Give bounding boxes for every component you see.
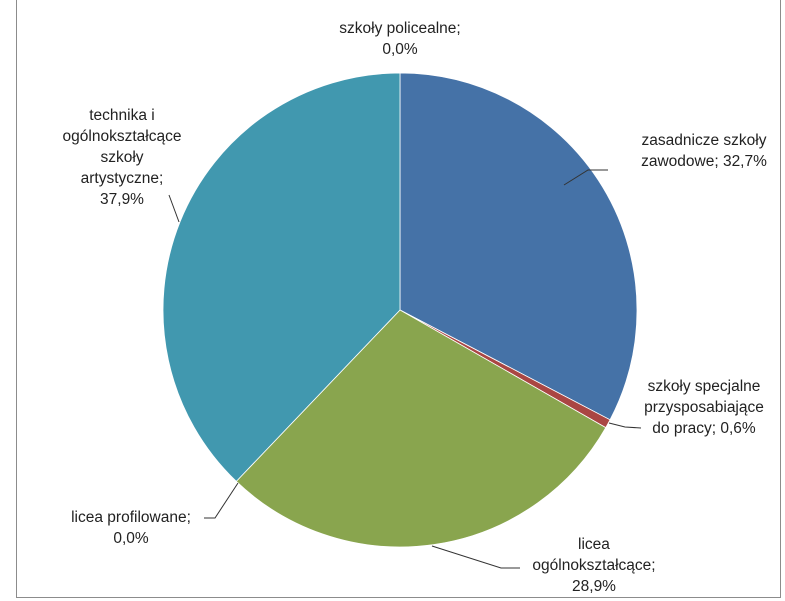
data-label-line: zasadnicze szkoły bbox=[642, 132, 767, 149]
data-label-line: technika i bbox=[89, 107, 154, 124]
data-label-line: ogólnokształcące bbox=[63, 128, 182, 145]
data-label-line: artystyczne; bbox=[81, 170, 164, 187]
pie-slice-4 bbox=[162, 72, 401, 482]
pie-chart: zasadnicze szkoły zawodowe; 32,7% szkoły s… bbox=[63, 20, 768, 595]
data-label-1: szkoły specjalne przysposabiające do pracy… bbox=[644, 378, 764, 437]
data-label-line: licea profilowane; bbox=[71, 509, 191, 526]
data-label-line: 28,9% bbox=[572, 578, 616, 595]
data-label-0: zasadnicze szkoły zawodowe; 32,7% bbox=[641, 132, 767, 170]
data-labels: zasadnicze szkoły zawodowe; 32,7% szkoły s… bbox=[63, 20, 768, 595]
leader-lines bbox=[168, 169, 642, 569]
chart-area: zasadnicze szkoły zawodowe; 32,7% szkoły s… bbox=[16, 0, 781, 598]
data-label-line: szkoły bbox=[100, 149, 143, 166]
data-label-line: 0,0% bbox=[113, 530, 149, 547]
pie-slices bbox=[162, 72, 638, 548]
pie-slice-0 bbox=[399, 72, 638, 421]
data-label-line: 37,9% bbox=[100, 191, 144, 208]
data-label-line: licea bbox=[578, 536, 610, 553]
data-label-line: szkoły specjalne bbox=[648, 378, 761, 395]
leader-line-0 bbox=[563, 169, 608, 186]
leader-line-4 bbox=[168, 194, 180, 223]
leader-line-2 bbox=[431, 545, 520, 569]
data-label-line: zawodowe; 32,7% bbox=[641, 153, 767, 170]
data-label-line: ogólnokształcące; bbox=[532, 557, 655, 574]
data-label-line: szkoły policealne; bbox=[339, 20, 460, 37]
leader-line-3 bbox=[204, 482, 239, 519]
data-label-4: technika i ogólnokształcące szkoły artystyc… bbox=[63, 107, 182, 208]
data-label-line: do pracy; 0,6% bbox=[652, 420, 756, 437]
pie-slice-2 bbox=[235, 309, 607, 548]
data-label-line: 0,0% bbox=[382, 41, 418, 58]
leader-line-1 bbox=[608, 422, 642, 429]
data-label-line: przysposabiające bbox=[644, 399, 764, 416]
data-label-2: licea ogólnokształcące; 28,9% bbox=[532, 536, 655, 595]
data-label-5: szkoły policealne; 0,0% bbox=[339, 20, 460, 58]
data-label-3: licea profilowane; 0,0% bbox=[71, 509, 191, 547]
